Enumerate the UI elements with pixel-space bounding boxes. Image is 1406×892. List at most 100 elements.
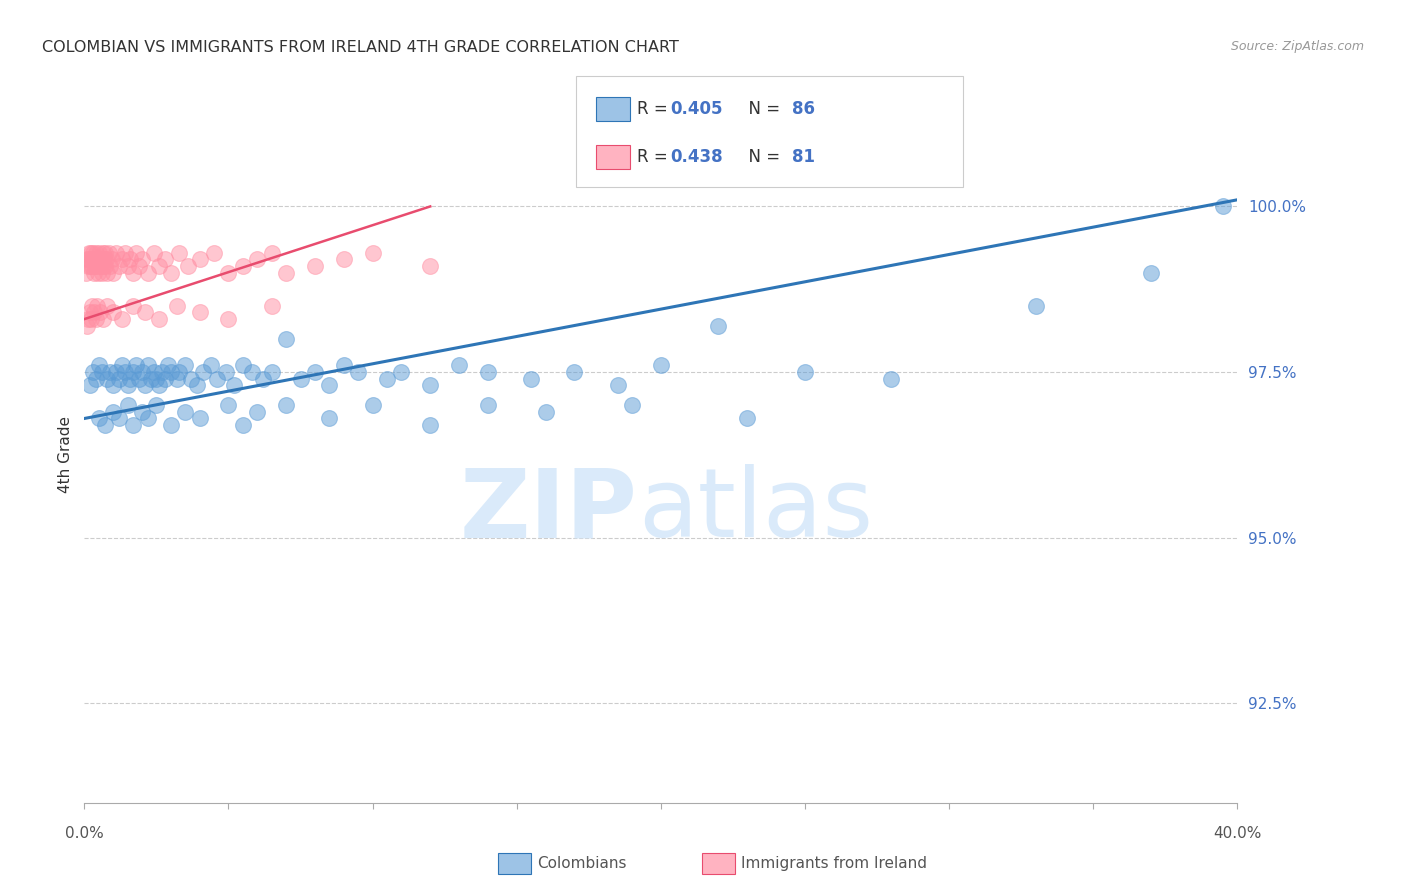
Point (304, 365, 326, 379)
Point (232, 359, 254, 373)
Point (166, 299, 188, 313)
Point (180, 372, 202, 386)
Point (214, 365, 236, 379)
Point (122, 365, 145, 379)
Point (333, 252, 356, 267)
Point (177, 259, 200, 273)
Text: 40.0%: 40.0% (1213, 826, 1261, 841)
Point (1140, 266, 1163, 280)
Point (87, 359, 110, 373)
Point (232, 259, 254, 273)
Point (96, 299, 118, 313)
Point (347, 365, 370, 379)
Point (111, 312, 134, 326)
Point (375, 372, 398, 386)
Point (260, 365, 283, 379)
Point (120, 252, 142, 267)
Point (111, 252, 134, 267)
Point (80, 312, 103, 326)
Point (93, 245, 115, 260)
Y-axis label: 4th Grade: 4th Grade (58, 417, 73, 493)
Point (97, 245, 120, 260)
Point (125, 359, 148, 373)
Point (148, 259, 170, 273)
Point (79, 378, 101, 392)
Point (145, 372, 167, 386)
Point (87, 266, 110, 280)
Point (82, 245, 104, 260)
Text: Immigrants from Ireland: Immigrants from Ireland (741, 856, 927, 871)
Point (142, 365, 165, 379)
Text: N =: N = (738, 100, 786, 118)
Point (128, 259, 150, 273)
Point (276, 332, 298, 346)
Point (84, 372, 107, 386)
Point (136, 359, 159, 373)
Point (188, 305, 211, 319)
Point (89, 259, 111, 273)
Point (186, 378, 208, 392)
Point (90, 365, 112, 379)
Point (188, 252, 211, 267)
Point (79, 305, 101, 319)
Text: R =: R = (637, 100, 673, 118)
Point (83, 266, 105, 280)
Point (707, 318, 730, 333)
Point (103, 405, 124, 419)
Point (318, 411, 340, 425)
Point (122, 266, 145, 280)
Text: N =: N = (738, 148, 786, 166)
Point (91, 245, 114, 260)
Point (252, 372, 274, 386)
Point (77, 312, 100, 326)
Point (94, 252, 117, 267)
Point (77, 245, 100, 260)
Point (205, 372, 228, 386)
Point (564, 365, 586, 379)
Point (120, 372, 142, 386)
Point (76, 252, 98, 267)
Point (80, 245, 103, 260)
Point (153, 372, 176, 386)
Point (117, 398, 139, 412)
Point (87, 252, 110, 267)
Point (1212, 199, 1234, 213)
Text: 81: 81 (792, 148, 814, 166)
Point (86, 259, 108, 273)
Point (333, 359, 356, 373)
Point (200, 359, 222, 373)
Point (148, 312, 170, 326)
Point (82, 365, 104, 379)
Point (148, 378, 170, 392)
Point (122, 299, 145, 313)
Point (103, 266, 124, 280)
Point (80, 252, 103, 267)
Point (84, 312, 107, 326)
Point (191, 365, 214, 379)
Point (606, 378, 628, 392)
Point (86, 245, 108, 260)
Point (218, 398, 240, 412)
Point (166, 372, 188, 386)
Point (794, 365, 817, 379)
Point (160, 418, 183, 433)
Point (142, 245, 165, 260)
Text: R =: R = (637, 148, 673, 166)
Point (260, 245, 283, 260)
Point (76, 259, 98, 273)
Point (477, 365, 499, 379)
Point (391, 365, 413, 379)
Point (534, 405, 557, 419)
Point (477, 398, 499, 412)
Point (246, 405, 269, 419)
Point (134, 305, 156, 319)
Point (621, 398, 644, 412)
Point (79, 259, 101, 273)
Point (276, 266, 298, 280)
Point (91, 312, 114, 326)
Text: COLOMBIAN VS IMMIGRANTS FROM IRELAND 4TH GRADE CORRELATION CHART: COLOMBIAN VS IMMIGRANTS FROM IRELAND 4TH… (42, 40, 679, 55)
Text: Source: ZipAtlas.com: Source: ZipAtlas.com (1230, 40, 1364, 54)
Point (150, 365, 173, 379)
Point (98, 365, 121, 379)
Point (77, 252, 100, 267)
